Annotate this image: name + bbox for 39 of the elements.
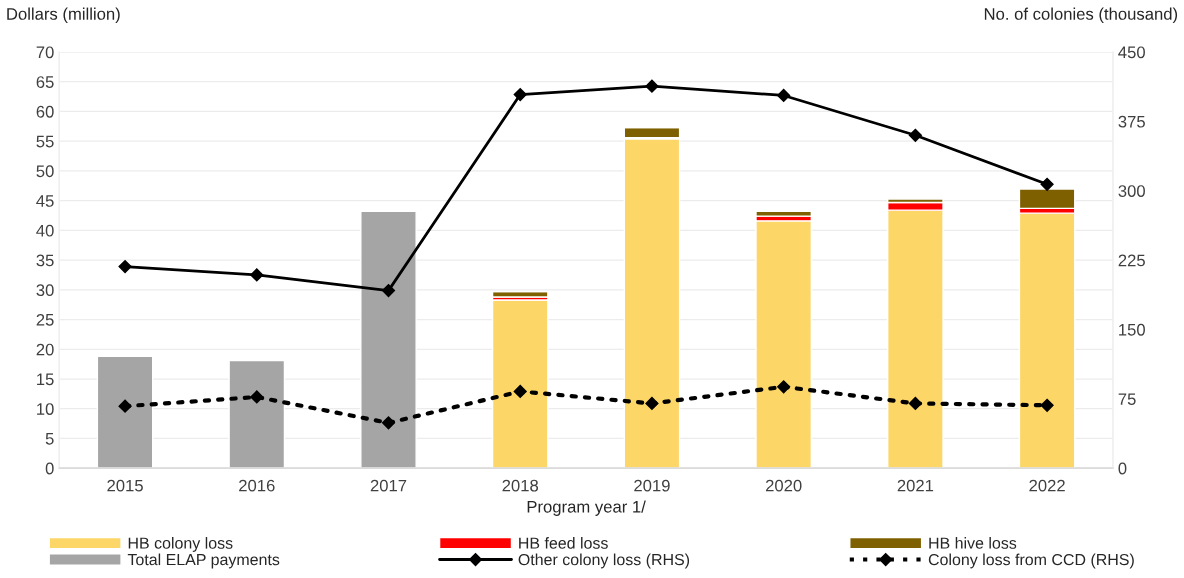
y-tick-label: 5 — [45, 433, 54, 445]
x-tick-label: 2020 — [765, 479, 802, 492]
x-tick-label: 2017 — [370, 479, 407, 492]
x-tick-label: 2021 — [897, 479, 934, 492]
y2-tick-label: 450 — [1118, 46, 1145, 59]
y2-tick-label: 300 — [1118, 185, 1145, 197]
y2-tick-label: 150 — [1119, 323, 1145, 336]
y2-tick-label: 0 — [1118, 462, 1127, 475]
x-axis-title: Program year 1/ — [527, 500, 646, 516]
legend-label: HB hive loss — [929, 537, 1017, 549]
legend-label: Colony loss from CCD (RHS) — [928, 553, 1134, 569]
y-tick-label: 70 — [36, 46, 54, 59]
x-tick-label: 2016 — [239, 479, 275, 492]
y-tick-label: 55 — [36, 135, 54, 148]
y-axis-title: Dollars (million) — [7, 7, 120, 24]
y-tick-label: 25 — [36, 313, 54, 326]
y2-axis-title: No. of colonies (thousand) — [984, 7, 1178, 24]
x-tick-label: 2019 — [634, 479, 670, 492]
legend-label: Other colony loss (RHS) — [518, 553, 690, 569]
y2-tick-label: 225 — [1118, 254, 1145, 267]
legend-label: HB feed loss — [519, 537, 608, 549]
legend-label: Total ELAP payments — [127, 553, 280, 569]
y-tick-label: 60 — [36, 105, 54, 118]
y2-tick-label: 375 — [1118, 115, 1145, 128]
y-tick-label: 40 — [36, 224, 54, 237]
y-tick-label: 65 — [36, 76, 54, 88]
legend-label: HB colony loss — [128, 537, 233, 552]
y-tick-label: 50 — [36, 165, 54, 178]
y-tick-label: 35 — [36, 254, 54, 267]
y2-tick-label: 75 — [1118, 393, 1136, 406]
y-tick-label: 0 — [45, 462, 54, 475]
y-tick-label: 15 — [37, 373, 54, 386]
y-tick-label: 45 — [36, 195, 54, 207]
y-tick-label: 20 — [36, 343, 54, 356]
y-tick-label: 30 — [36, 284, 54, 297]
x-tick-label: 2022 — [1029, 479, 1065, 492]
x-tick-label: 2015 — [107, 479, 143, 492]
x-tick-label: 2018 — [502, 479, 539, 492]
y-tick-label: 10 — [37, 403, 54, 415]
